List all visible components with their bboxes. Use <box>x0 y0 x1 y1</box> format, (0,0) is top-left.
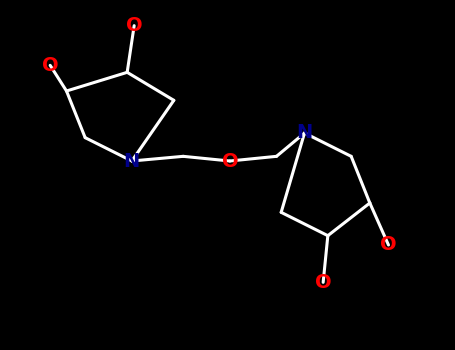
Text: O: O <box>126 16 142 35</box>
Text: O: O <box>380 236 397 254</box>
Text: N: N <box>296 124 313 142</box>
Text: O: O <box>42 56 59 75</box>
Text: O: O <box>315 273 332 292</box>
Text: O: O <box>222 152 238 170</box>
Text: N: N <box>124 152 140 170</box>
